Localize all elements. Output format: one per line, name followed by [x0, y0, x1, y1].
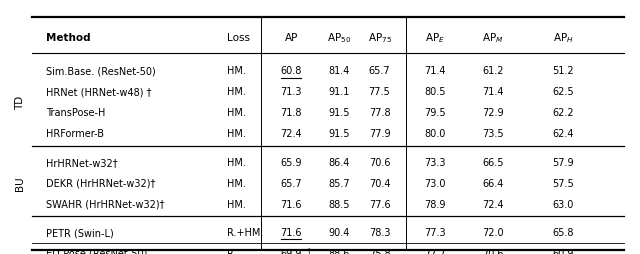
Text: 80.5: 80.5	[424, 87, 446, 97]
Text: AP: AP	[285, 33, 298, 43]
Text: 85.7: 85.7	[328, 178, 350, 188]
Text: HM.: HM.	[227, 66, 246, 76]
Text: 63.0: 63.0	[552, 199, 574, 209]
Text: ↑: ↑	[305, 246, 312, 254]
Text: AP$_H$: AP$_H$	[553, 31, 573, 45]
Text: 73.0: 73.0	[424, 178, 446, 188]
Text: 91.5: 91.5	[328, 129, 350, 139]
Text: 70.6: 70.6	[369, 157, 390, 167]
Text: 90.4: 90.4	[328, 227, 350, 237]
Text: 51.2: 51.2	[552, 66, 574, 76]
Text: 66.5: 66.5	[482, 157, 504, 167]
Text: 62.2: 62.2	[552, 108, 574, 118]
Text: 65.9: 65.9	[280, 157, 302, 167]
Text: TD: TD	[15, 95, 26, 109]
Text: R.: R.	[227, 248, 237, 254]
Text: 70.6: 70.6	[482, 248, 504, 254]
Text: 65.8: 65.8	[552, 227, 574, 237]
Text: HM.: HM.	[227, 178, 246, 188]
Text: 73.5: 73.5	[482, 129, 504, 139]
Text: DEKR (HrHRNet-w32)†: DEKR (HrHRNet-w32)†	[46, 178, 156, 188]
Text: SWAHR (HrHRNet-w32)†: SWAHR (HrHRNet-w32)†	[46, 199, 164, 209]
Text: 77.7: 77.7	[424, 248, 446, 254]
Text: 77.5: 77.5	[369, 87, 390, 97]
Text: 91.1: 91.1	[328, 87, 350, 97]
Text: 71.4: 71.4	[482, 87, 504, 97]
Text: 72.4: 72.4	[280, 129, 302, 139]
Text: HRNet (HRNet-w48) †: HRNet (HRNet-w48) †	[46, 87, 152, 97]
Text: AP$_E$: AP$_E$	[425, 31, 445, 45]
Text: 72.4: 72.4	[482, 199, 504, 209]
Text: 77.9: 77.9	[369, 129, 390, 139]
Text: 78.3: 78.3	[369, 227, 390, 237]
Text: Method: Method	[46, 33, 91, 43]
Text: 75.8: 75.8	[369, 248, 390, 254]
Text: 77.3: 77.3	[424, 227, 446, 237]
Text: AP$_{50}$: AP$_{50}$	[327, 31, 351, 45]
Text: 69.9: 69.9	[280, 248, 302, 254]
Text: 71.8: 71.8	[280, 108, 302, 118]
Text: 81.4: 81.4	[328, 66, 350, 76]
Text: 88.5: 88.5	[328, 199, 350, 209]
Text: 62.4: 62.4	[552, 129, 574, 139]
Text: 57.9: 57.9	[552, 157, 574, 167]
Text: 60.8: 60.8	[280, 66, 302, 76]
Text: 57.5: 57.5	[552, 178, 574, 188]
Text: HM.: HM.	[227, 157, 246, 167]
Text: 61.2: 61.2	[482, 66, 504, 76]
Text: 72.0: 72.0	[482, 227, 504, 237]
Text: HM.: HM.	[227, 108, 246, 118]
Text: 77.6: 77.6	[369, 199, 390, 209]
Text: HRFormer-B: HRFormer-B	[46, 129, 104, 139]
Text: 78.9: 78.9	[424, 199, 446, 209]
Text: 71.6: 71.6	[280, 227, 302, 237]
Text: 79.5: 79.5	[424, 108, 446, 118]
Text: HM.: HM.	[227, 129, 246, 139]
Text: 65.7: 65.7	[280, 178, 302, 188]
Text: PETR (Swin-L): PETR (Swin-L)	[46, 227, 114, 237]
Text: AP$_M$: AP$_M$	[482, 31, 504, 45]
Text: HrHRNet-w32†: HrHRNet-w32†	[46, 157, 118, 167]
Text: HM.: HM.	[227, 87, 246, 97]
Text: 70.4: 70.4	[369, 178, 390, 188]
Text: Sim.Base. (ResNet-50): Sim.Base. (ResNet-50)	[46, 66, 156, 76]
Text: R.+HM.: R.+HM.	[227, 227, 264, 237]
Text: 86.4: 86.4	[328, 157, 350, 167]
Text: Loss: Loss	[227, 33, 250, 43]
Text: 88.6: 88.6	[328, 248, 350, 254]
Text: 71.6: 71.6	[280, 199, 302, 209]
Text: 9.1: 9.1	[314, 252, 323, 254]
Text: TransPose-H: TransPose-H	[46, 108, 106, 118]
Text: 71.4: 71.4	[424, 66, 446, 76]
Text: 62.5: 62.5	[552, 87, 574, 97]
Text: 66.4: 66.4	[482, 178, 504, 188]
Text: 77.8: 77.8	[369, 108, 390, 118]
Text: HM.: HM.	[227, 199, 246, 209]
Text: ED-Pose (ResNet-50): ED-Pose (ResNet-50)	[46, 248, 147, 254]
Text: 72.9: 72.9	[482, 108, 504, 118]
Text: BU: BU	[15, 176, 26, 190]
Text: 73.3: 73.3	[424, 157, 446, 167]
Text: 91.5: 91.5	[328, 108, 350, 118]
Text: 71.3: 71.3	[280, 87, 302, 97]
Text: 80.0: 80.0	[424, 129, 446, 139]
Text: AP$_{75}$: AP$_{75}$	[367, 31, 392, 45]
Text: 60.9: 60.9	[552, 248, 574, 254]
Text: 65.7: 65.7	[369, 66, 390, 76]
